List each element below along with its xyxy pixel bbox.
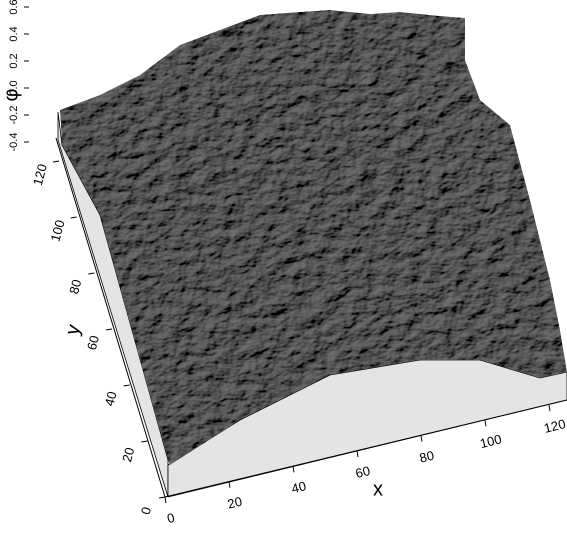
z-tick-label: -0.2 — [8, 106, 20, 125]
y-axis — [55, 137, 166, 498]
z-tick-label: -0.4 — [8, 133, 20, 152]
x-tick — [484, 420, 487, 427]
y-tick-label: 100 — [48, 218, 68, 243]
x-axis-title: x — [373, 478, 383, 500]
y-tick — [158, 496, 166, 499]
y-axis-title: y — [61, 322, 85, 337]
z-tick-label: 0.2 — [8, 53, 20, 68]
x-tick — [356, 450, 359, 458]
z-tick-label: 0.6 — [8, 0, 20, 15]
x-tick — [292, 466, 295, 473]
y-tick-label: 80 — [66, 278, 84, 296]
x-tick-label: 80 — [418, 448, 436, 466]
x-tick — [164, 496, 167, 504]
x-tick-label: 120 — [542, 416, 567, 436]
y-tick — [123, 384, 130, 387]
y-tick-label: 20 — [119, 446, 137, 464]
z-axis-title: φ — [0, 88, 22, 101]
y-tick-label: 60 — [84, 334, 102, 352]
y-tick — [88, 272, 95, 275]
z-tick-label: 0.0 — [8, 80, 20, 95]
y-tick — [70, 216, 77, 219]
x-tick-label: 0 — [165, 510, 176, 526]
y-tick-label: 120 — [30, 162, 50, 187]
z-tick-label: 0.4 — [8, 26, 20, 41]
y-tick — [105, 328, 113, 331]
x-tick-label: 40 — [290, 478, 308, 496]
x-tick-label: 100 — [478, 431, 503, 451]
x-tick-label: 20 — [226, 494, 244, 512]
x-tick — [548, 404, 551, 412]
y-tick-label: 0 — [138, 505, 154, 516]
x-tick — [228, 481, 231, 488]
y-tick-label: 40 — [102, 390, 120, 408]
x-tick — [420, 435, 423, 442]
y-tick — [52, 160, 60, 163]
x-axis — [164, 399, 567, 498]
x-tick-label: 60 — [354, 463, 372, 481]
y-tick — [141, 440, 148, 443]
surface — [60, 10, 567, 465]
